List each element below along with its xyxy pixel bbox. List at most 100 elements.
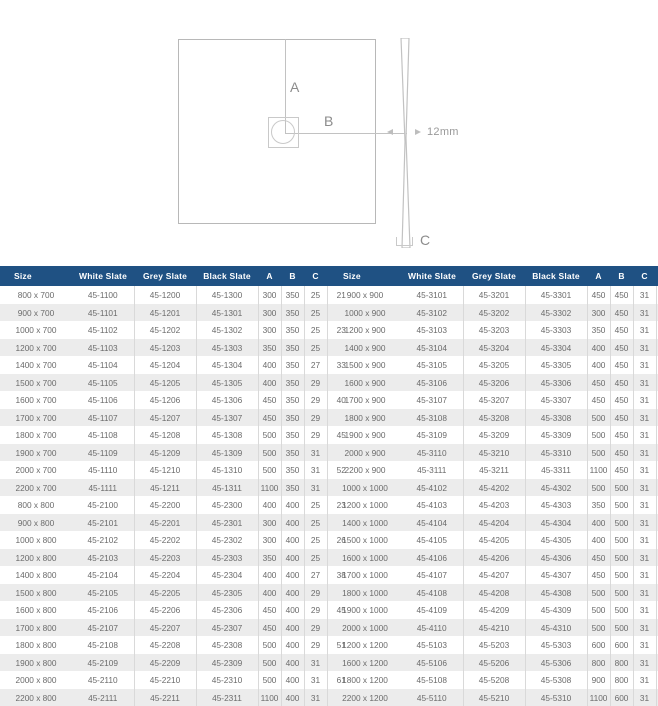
table-cell: 45-4109 [401, 601, 463, 619]
table-cell: 45-1308 [196, 426, 258, 444]
table-cell: 45-3204 [463, 339, 525, 357]
table-cell: 1400 x 700 [0, 356, 72, 374]
table-cell: 45-2108 [72, 636, 134, 654]
table-cell: 900 x 800 [0, 514, 72, 532]
column-header-grey-slate: Grey Slate [134, 266, 196, 286]
table-cell: 500 [258, 671, 281, 689]
table-cell: 500 [258, 461, 281, 479]
table-cell: 400 [281, 689, 304, 706]
table-row: 1900 x 70045-110945-120945-1309500350315… [0, 444, 355, 462]
table-cell: 1000 x 1000 [329, 479, 401, 497]
table-cell: 350 [281, 461, 304, 479]
column-header-c: C [304, 266, 327, 286]
table-cell: 400 [281, 549, 304, 567]
table-cell: 29 [304, 409, 327, 427]
table-cell: 45-2302 [196, 531, 258, 549]
table-cell: 29 [304, 426, 327, 444]
table-cell: 45-2210 [134, 671, 196, 689]
table-cell: 45-1109 [72, 444, 134, 462]
table-cell: 45-1105 [72, 374, 134, 392]
table-cell: 31 [304, 479, 327, 497]
table-cell: 1900 x 800 [0, 654, 72, 672]
table-cell: 45-3109 [401, 426, 463, 444]
table-cell: 25 [304, 549, 327, 567]
table-cell: 45-4210 [463, 619, 525, 637]
table-cell: 45-1310 [196, 461, 258, 479]
table-cell: 45-4308 [525, 584, 587, 602]
table-cell: 45-3210 [463, 444, 525, 462]
table-cell: 45-4209 [463, 601, 525, 619]
table-cell: 45-2111 [72, 689, 134, 706]
table-cell: 45-4303 [525, 496, 587, 514]
table-cell: 31 [633, 391, 656, 409]
table-cell: 25 [304, 286, 327, 304]
table-cell: 45-5303 [525, 636, 587, 654]
table-cell: 45-2105 [72, 584, 134, 602]
table-cell: 500 [610, 584, 633, 602]
table-cell: 1900 x 1000 [329, 601, 401, 619]
table-cell: 45-3302 [525, 304, 587, 322]
table-cell: 1600 x 1200 [329, 654, 401, 672]
table-cell: 450 [610, 304, 633, 322]
table-cell: 45-1203 [134, 339, 196, 357]
table-cell: 45-1202 [134, 321, 196, 339]
column-header-size: Size [329, 266, 401, 286]
table-cell: 350 [281, 444, 304, 462]
dimension-label-a: A [290, 79, 300, 95]
table-cell: 45-4309 [525, 601, 587, 619]
table-row: 1200 x 90045-310345-320345-3303350450313… [329, 321, 658, 339]
drain-circle-icon [271, 120, 295, 144]
table-cell: 400 [258, 584, 281, 602]
table-cell: 45-5106 [401, 654, 463, 672]
table-cell: 45-1101 [72, 304, 134, 322]
column-header-a: A [258, 266, 281, 286]
table-cell: 45-4202 [463, 479, 525, 497]
table-cell: 31 [633, 356, 656, 374]
table-cell: 500 [610, 566, 633, 584]
table-cell: 45-5203 [463, 636, 525, 654]
table-cell: 500 [610, 601, 633, 619]
table-cell: 400 [281, 514, 304, 532]
table-cell: 45-1104 [72, 356, 134, 374]
table-cell: 45-3208 [463, 409, 525, 427]
table-cell: 500 [610, 479, 633, 497]
table-cell: 45-2309 [196, 654, 258, 672]
table-cell: 400 [281, 531, 304, 549]
table-cell: 31 [304, 654, 327, 672]
table-cell: 45-3201 [463, 286, 525, 304]
table-cell: 45-1304 [196, 356, 258, 374]
table-cell: 45-1205 [134, 374, 196, 392]
table-cell: 400 [281, 566, 304, 584]
table-cell: 45-4108 [401, 584, 463, 602]
table-cell: 45-3104 [401, 339, 463, 357]
table-cell: 45-2209 [134, 654, 196, 672]
table-cell: 45-2205 [134, 584, 196, 602]
product-diagram: A B 12mm C [0, 0, 658, 264]
table-cell: 45-2301 [196, 514, 258, 532]
table-cell: 1400 x 1000 [329, 514, 401, 532]
thickness-arrow-right-icon [415, 129, 421, 135]
table-cell: 450 [610, 461, 633, 479]
table-cell: 45-1309 [196, 444, 258, 462]
table-cell: 600 [610, 689, 633, 706]
table-row: 1400 x 90045-310445-320445-3304400450314… [329, 339, 658, 357]
table-row: 1900 x 90045-310945-320945-3309500450316… [329, 426, 658, 444]
table-cell: 29 [304, 636, 327, 654]
table-cell: 45-3202 [463, 304, 525, 322]
table-cell: 45-1210 [134, 461, 196, 479]
table-cell: 45-5110 [401, 689, 463, 706]
table-cell: 1500 x 900 [329, 356, 401, 374]
table-cell: 31 [633, 409, 656, 427]
table-cell: 31 [633, 531, 656, 549]
table-cell: 31 [633, 689, 656, 706]
table-cell: 45-5210 [463, 689, 525, 706]
table-cell: 31 [633, 549, 656, 567]
table-cell: 350 [281, 356, 304, 374]
table-cell: 31 [633, 636, 656, 654]
